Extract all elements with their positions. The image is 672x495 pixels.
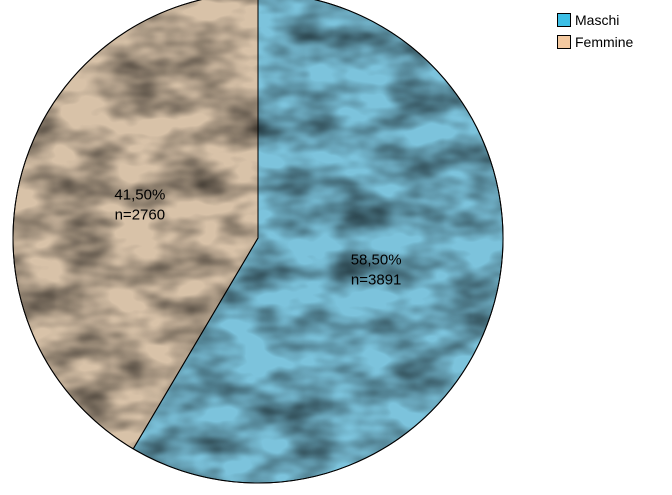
legend-swatch-femmine: [557, 35, 571, 49]
legend-label-maschi: Maschi: [575, 12, 620, 28]
pie-slice-femmine-count-label: n=2760: [115, 207, 165, 224]
pie-slice-femmine-percent-label: 41,50%: [114, 187, 165, 204]
pie-outline: [12, 0, 504, 484]
legend-item-maschi: Maschi: [557, 11, 633, 29]
legend-label-femmine: Femmine: [575, 34, 634, 50]
pie-labels: 58,50% n=3891 41,50% n=2760: [114, 187, 401, 289]
legend-item-femmine: Femmine: [557, 33, 633, 51]
legend-swatch-maschi: [557, 13, 571, 27]
pie-slice-maschi-percent-label: 58,50%: [351, 251, 402, 268]
legend: Maschi Femmine: [557, 11, 633, 55]
pie-slice-maschi-count-label: n=3891: [351, 271, 401, 288]
pie-slice-borders: [12, 0, 504, 484]
